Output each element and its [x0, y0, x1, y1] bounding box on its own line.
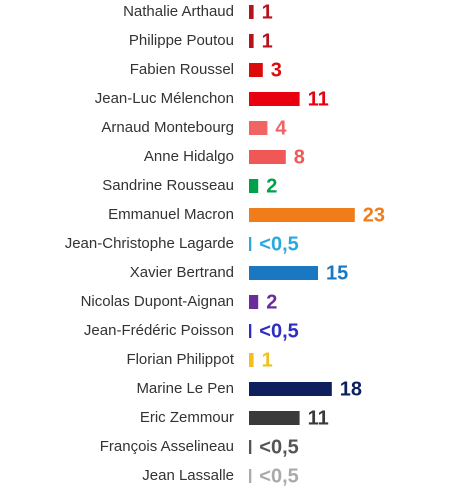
- category-label: Florian Philippot: [126, 351, 234, 368]
- value-label: 18: [340, 378, 362, 400]
- bar: [249, 92, 300, 106]
- bar: [249, 179, 259, 193]
- value-label: 1: [262, 1, 273, 23]
- category-label: Sandrine Rousseau: [102, 177, 234, 194]
- value-label: <0,5: [259, 436, 298, 458]
- bar: [249, 208, 355, 222]
- value-label: 1: [262, 30, 273, 52]
- category-label: François Asselineau: [100, 438, 234, 455]
- category-label: Fabien Roussel: [130, 61, 234, 78]
- value-label: 2: [266, 291, 277, 313]
- bar: [249, 295, 259, 309]
- category-label: Xavier Bertrand: [130, 264, 234, 281]
- value-label: 23: [363, 204, 385, 226]
- value-label: 11: [308, 407, 329, 429]
- category-label: Anne Hidalgo: [144, 148, 234, 165]
- value-label: 1: [262, 349, 273, 371]
- value-label: <0,5: [259, 233, 298, 255]
- bar: [249, 411, 300, 425]
- bar: [249, 353, 254, 367]
- value-label: 11: [308, 88, 329, 110]
- bar: [249, 34, 254, 48]
- category-label: Emmanuel Macron: [108, 206, 234, 223]
- category-label: Nicolas Dupont-Aignan: [81, 293, 234, 310]
- bar: [249, 324, 252, 338]
- bar: [249, 266, 318, 280]
- category-label: Arnaud Montebourg: [101, 119, 234, 136]
- category-label: Philippe Poutou: [129, 32, 234, 49]
- bar: [249, 5, 254, 19]
- category-label: Jean Lassalle: [142, 467, 234, 484]
- category-label: Jean-Luc Mélenchon: [95, 90, 234, 107]
- bar: [249, 237, 252, 251]
- bar: [249, 63, 263, 77]
- category-label: Jean-Christophe Lagarde: [65, 235, 234, 252]
- value-label: 4: [275, 117, 287, 139]
- value-label: <0,5: [259, 465, 298, 487]
- category-label: Jean-Frédéric Poisson: [84, 322, 234, 339]
- bar: [249, 469, 252, 483]
- category-label: Nathalie Arthaud: [123, 3, 234, 20]
- value-label: 15: [326, 262, 348, 284]
- category-label: Marine Le Pen: [136, 380, 234, 397]
- bar: [249, 440, 252, 454]
- category-label: Eric Zemmour: [140, 409, 234, 426]
- value-label: <0,5: [259, 320, 298, 342]
- bar: [249, 121, 268, 135]
- bar: [249, 382, 332, 396]
- bar: [249, 150, 286, 164]
- value-label: 3: [271, 59, 282, 81]
- value-label: 8: [294, 146, 305, 168]
- value-label: 2: [266, 175, 277, 197]
